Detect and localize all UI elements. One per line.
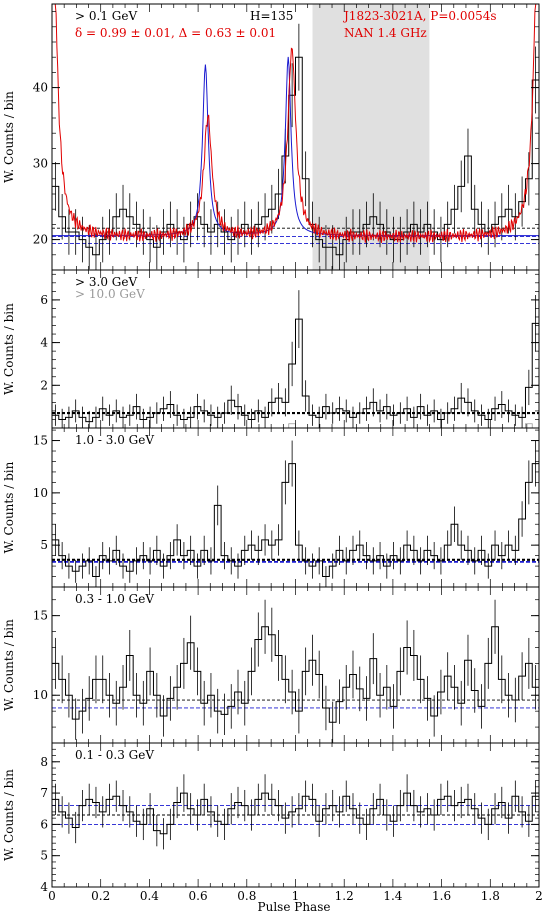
y-tick-label: 6	[40, 293, 48, 307]
gamma-histogram	[52, 56, 539, 256]
x-tick-label: 0	[48, 889, 56, 903]
energy-band-label: > 3.0 GeV	[75, 275, 137, 289]
energy-band-label: 0.1 - 0.3 GeV	[75, 748, 154, 762]
x-tick-label: 2	[535, 889, 542, 903]
y-tick-label: 10	[33, 486, 48, 500]
x-tick-label: 1.6	[432, 889, 451, 903]
panel-4: 10 15 W. Counts / bin 0.3 - 1.0 GeV	[2, 586, 540, 744]
offpulse-region	[312, 4, 430, 270]
panel-frame	[51, 742, 540, 888]
y-tick-label: 4	[40, 336, 48, 350]
x-tick-label: 1.8	[481, 889, 500, 903]
y-tick-label: 8	[40, 755, 48, 769]
y-tick-label: 30	[33, 157, 48, 171]
h-test-label: H=135	[250, 9, 293, 23]
y-axis-label: W. Counts / bin	[2, 619, 16, 711]
x-tick-label: 0.2	[91, 889, 110, 903]
gamma-histogram	[52, 463, 539, 578]
x-tick-label: 1.4	[383, 889, 402, 903]
y-tick-label: 6	[40, 817, 48, 831]
pulsar-name-label: J1823-3021A, P=0.0054s	[342, 9, 497, 23]
x-tick-label: 0.4	[140, 889, 159, 903]
energy-band-label: 0.3 - 1.0 GeV	[75, 592, 154, 606]
x-tick-label: 0.8	[237, 889, 256, 903]
gamma-histogram	[52, 626, 539, 723]
radio-profile-curve	[52, 3, 539, 244]
y-tick-label: 10	[33, 688, 48, 702]
y-tick-label: 2	[40, 378, 48, 392]
x-tick-label: 1	[292, 889, 300, 903]
x-axis-label: Pulse Phase	[258, 900, 331, 914]
y-tick-label: 40	[33, 81, 48, 95]
gamma-histogram	[52, 792, 539, 835]
y-tick-label: 7	[40, 786, 48, 800]
energy-band-label-secondary: > 10.0 GeV	[75, 287, 145, 301]
panel-3: 5 10 15 W. Counts / bin 1.0 - 3.0 GeV	[2, 427, 540, 588]
panel-frame	[51, 586, 540, 744]
y-tick-label: 4	[40, 880, 48, 894]
energy-band-label: > 0.1 GeV	[75, 9, 137, 23]
y-axis-label: W. Counts / bin	[2, 303, 16, 395]
y-tick-label: 5	[40, 538, 48, 552]
y-tick-label: 15	[33, 434, 48, 448]
radio-lag-label: δ = 0.99 ± 0.01, Δ = 0.63 ± 0.01	[75, 26, 276, 40]
radio-telescope-label: NAN 1.4 GHz	[344, 26, 427, 40]
gamma-histogram	[52, 318, 539, 423]
x-tick-label: 1.2	[335, 889, 354, 903]
y-axis-label: W. Counts / bin	[2, 91, 16, 183]
y-tick-label: 15	[33, 609, 48, 623]
panel-2: 2 4 6 W. Counts / bin > 3.0 GeV> 10.0 GeV	[2, 269, 540, 429]
y-tick-label: 20	[33, 233, 48, 247]
panel-1: 20 30 40 W. Counts / bin > 0.1 GeV H=135 δ = 0…	[2, 3, 540, 271]
y-axis-label: W. Counts / bin	[2, 461, 16, 553]
energy-band-label: 1.0 - 3.0 GeV	[75, 433, 154, 447]
x-tick-label: 0.6	[189, 889, 208, 903]
y-tick-label: 5	[40, 849, 48, 863]
panel-5: 4 5 6 7 8 0 0.2 0.4 0.6 0.8 1 1.2 1.4 1.6 1.8 2 W. Count…	[2, 742, 542, 903]
y-axis-label: W. Counts / bin	[2, 769, 16, 861]
